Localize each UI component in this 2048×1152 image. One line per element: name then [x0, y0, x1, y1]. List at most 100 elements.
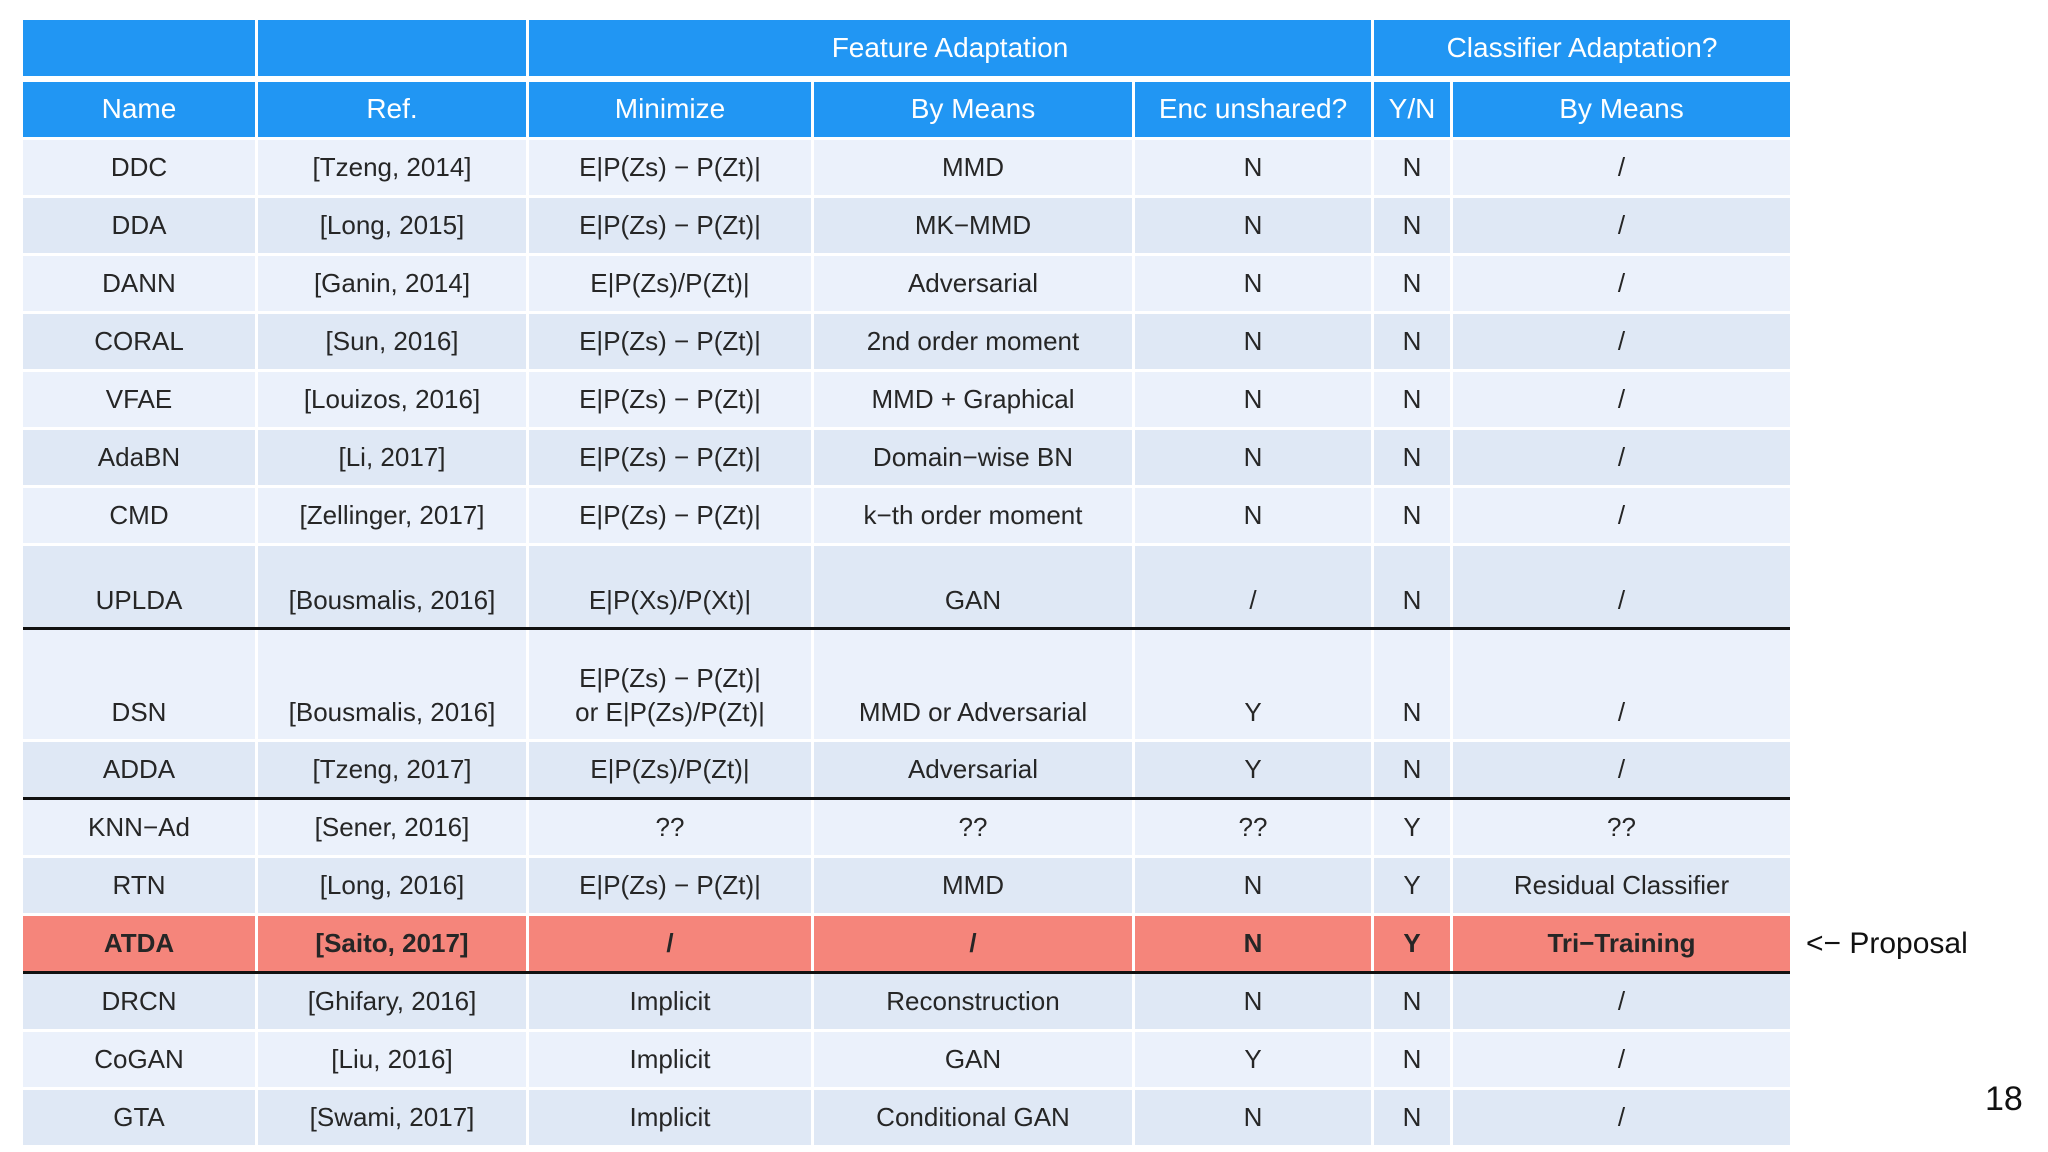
table-cell: /	[1453, 430, 1790, 485]
table-cell: /	[1453, 630, 1790, 739]
table-cell: N	[1135, 256, 1371, 311]
table-cell: [Sun, 2016]	[258, 314, 526, 369]
header-group-row: Feature Adaptation Classifier Adaptation?	[23, 20, 1790, 76]
table-cell: DANN	[23, 256, 255, 311]
table-cell: [Swami, 2017]	[258, 1090, 526, 1145]
table-cell: N	[1374, 1032, 1450, 1087]
table-cell: CORAL	[23, 314, 255, 369]
table-cell: [Saito, 2017]	[258, 916, 526, 971]
table-cell: [Liu, 2016]	[258, 1032, 526, 1087]
table-cell: Y	[1135, 742, 1371, 797]
table-cell: /	[1453, 488, 1790, 543]
column-header: By Means	[1453, 82, 1790, 137]
table-cell: MK−MMD	[814, 198, 1132, 253]
table-cell: DSN	[23, 630, 255, 739]
table-cell: E|P(Zs) − P(Zt)|	[529, 858, 811, 913]
table-row: CoGAN [Liu, 2016] Implicit GAN Y N /	[23, 1032, 1790, 1087]
table-cell: [Ganin, 2014]	[258, 256, 526, 311]
table-row: ADDA [Tzeng, 2017] E|P(Zs)/P(Zt)| Adversari…	[23, 742, 1790, 797]
table-cell: /	[1453, 742, 1790, 797]
table-cell: N	[1135, 916, 1371, 971]
table-cell: Implicit	[529, 1032, 811, 1087]
table-cell: DRCN	[23, 974, 255, 1029]
table-cell: GAN	[814, 546, 1132, 627]
table-cell: N	[1135, 314, 1371, 369]
table-cell: N	[1135, 858, 1371, 913]
table-cell: E|P(Zs)/P(Zt)|	[529, 742, 811, 797]
table-cell: E|P(Zs) − P(Zt)| or E|P(Zs)/P(Zt)|	[529, 630, 811, 739]
table-cell: Y	[1374, 858, 1450, 913]
table-cell: [Ghifary, 2016]	[258, 974, 526, 1029]
table-cell: Y	[1374, 800, 1450, 855]
table-cell: Adversarial	[814, 256, 1132, 311]
table-cell: 2nd order moment	[814, 314, 1132, 369]
column-header: Enc unshared?	[1135, 82, 1371, 137]
table-cell: [Bousmalis, 2016]	[258, 630, 526, 739]
header-group-cell: Feature Adaptation	[529, 20, 1371, 76]
table-row: UPLDA [Bousmalis, 2016] E|P(Xs)/P(Xt)| GAN /…	[23, 546, 1790, 627]
table-cell: E|P(Zs) − P(Zt)|	[529, 140, 811, 195]
table-cell: GAN	[814, 1032, 1132, 1087]
table-row: RTN [Long, 2016] E|P(Zs) − P(Zt)| MMD N Y Resi…	[23, 858, 1790, 913]
table-cell: /	[1135, 546, 1371, 627]
table-cell: ADDA	[23, 742, 255, 797]
table-cell: N	[1374, 430, 1450, 485]
table-cell: /	[529, 916, 811, 971]
table-row: DDA [Long, 2015] E|P(Zs) − P(Zt)| MK−MMD N N /	[23, 198, 1790, 253]
table-cell: N	[1135, 1090, 1371, 1145]
table-cell: N	[1374, 1090, 1450, 1145]
table-row: DSN [Bousmalis, 2016] E|P(Zs) − P(Zt)| or …	[23, 630, 1790, 739]
table-cell: Adversarial	[814, 742, 1132, 797]
table-row: KNN−Ad [Sener, 2016]?????? Y??	[23, 800, 1790, 855]
table-cell: MMD or Adversarial	[814, 630, 1132, 739]
column-header: By Means	[814, 82, 1132, 137]
table-cell: k−th order moment	[814, 488, 1132, 543]
header-group-cell: Classifier Adaptation?	[1374, 20, 1790, 76]
header-group-cell	[23, 20, 255, 76]
table-row: GTA [Swami, 2017] Implicit Conditional GAN N…	[23, 1090, 1790, 1145]
table-cell: AdaBN	[23, 430, 255, 485]
table-cell: ??	[1135, 800, 1371, 855]
table-cell: N	[1135, 488, 1371, 543]
table-row: ATDA [Saito, 2017] / / N Y Tri−Training	[23, 916, 1790, 971]
section-separator-line	[23, 627, 1790, 630]
table-row: DDC [Tzeng, 2014] E|P(Zs) − P(Zt)| MMD N N /	[23, 140, 1790, 195]
table-cell: Implicit	[529, 1090, 811, 1145]
table-cell: /	[1453, 1090, 1790, 1145]
table-cell: N	[1374, 546, 1450, 627]
table-cell: /	[1453, 974, 1790, 1029]
table-cell: /	[1453, 256, 1790, 311]
table-cell: Domain−wise BN	[814, 430, 1132, 485]
table-cell: E|P(Zs) − P(Zt)|	[529, 198, 811, 253]
column-header-row: Name Ref. Minimize By Means Enc unshared? Y/N…	[23, 82, 1790, 137]
table-cell: /	[1453, 546, 1790, 627]
table-cell: Y	[1135, 1032, 1371, 1087]
table-cell: Conditional GAN	[814, 1090, 1132, 1145]
table-cell: /	[1453, 198, 1790, 253]
table-cell: /	[1453, 140, 1790, 195]
table-cell: N	[1374, 140, 1450, 195]
table-cell: GTA	[23, 1090, 255, 1145]
table-cell: /	[814, 916, 1132, 971]
table-cell: ??	[529, 800, 811, 855]
table-cell: N	[1135, 140, 1371, 195]
table-cell: [Li, 2017]	[258, 430, 526, 485]
table-cell: MMD	[814, 858, 1132, 913]
table-cell: N	[1374, 742, 1450, 797]
table-cell: E|P(Zs) − P(Zt)|	[529, 314, 811, 369]
table-cell: ATDA	[23, 916, 255, 971]
column-header: Name	[23, 82, 255, 137]
table-cell: CMD	[23, 488, 255, 543]
table-cell: Residual Classifier	[1453, 858, 1790, 913]
section-separator-line	[23, 797, 1790, 800]
table-cell: [Long, 2015]	[258, 198, 526, 253]
table-cell: /	[1453, 1032, 1790, 1087]
table-cell: CoGAN	[23, 1032, 255, 1087]
table-cell: [Sener, 2016]	[258, 800, 526, 855]
table-cell: MMD	[814, 140, 1132, 195]
table-cell: N	[1374, 630, 1450, 739]
table-row: CORAL [Sun, 2016] E|P(Zs) − P(Zt)| 2nd orde…	[23, 314, 1790, 369]
header-group-cell	[258, 20, 526, 76]
table-cell: Reconstruction	[814, 974, 1132, 1029]
